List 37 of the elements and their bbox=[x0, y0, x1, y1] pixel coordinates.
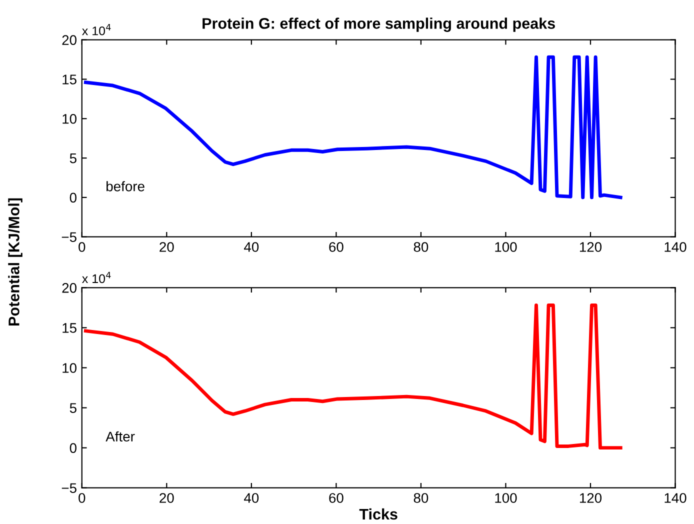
y-tick-label: −5 bbox=[62, 483, 76, 494]
line-series bbox=[84, 304, 622, 450]
x-tick-label: 80 bbox=[414, 242, 428, 252]
x-tick-label: 0 bbox=[78, 493, 86, 503]
x-tick-label: 60 bbox=[329, 242, 344, 252]
y-tick-label: 15 bbox=[62, 74, 76, 84]
y-tick-label: 0 bbox=[70, 192, 76, 203]
y-tick-label: 20 bbox=[62, 283, 76, 293]
y-tick-label: 15 bbox=[62, 323, 76, 333]
text: x 10$^{4}$ bbox=[82, 272, 111, 284]
y-tick-label: 0 bbox=[70, 443, 76, 453]
y-tick-label: 5 bbox=[70, 403, 76, 413]
text: x 10$^{4}$ bbox=[82, 24, 111, 36]
line-series bbox=[84, 55, 622, 200]
annotation: before bbox=[106, 181, 144, 192]
y-tick-label: 20 bbox=[62, 35, 76, 45]
y-tick-label: 10 bbox=[62, 363, 76, 373]
y-tick-label: 10 bbox=[62, 114, 76, 124]
x-tick-label: 40 bbox=[244, 493, 259, 503]
chart-title: Protein G: effect of more sampling around peaks bbox=[202, 18, 555, 32]
x-axis-title: Ticks bbox=[359, 508, 398, 520]
annotation: After bbox=[106, 431, 135, 442]
x-tick-label: 120 bbox=[580, 242, 602, 252]
x-tick-label: 140 bbox=[664, 493, 686, 503]
x-tick-label: 80 bbox=[414, 493, 428, 503]
x-tick-label: 40 bbox=[244, 242, 259, 252]
x-tick-label: 0 bbox=[78, 242, 86, 252]
x-tick-label: 20 bbox=[160, 242, 174, 252]
y-axis-title: Potential [KJ/Mol] bbox=[8, 198, 22, 326]
x-tick-label: 100 bbox=[495, 493, 517, 503]
x-tick-label: 20 bbox=[160, 493, 174, 503]
x-tick-label: 100 bbox=[495, 242, 517, 252]
x-tick-label: 120 bbox=[580, 493, 602, 503]
y-tick-label: −5 bbox=[62, 232, 76, 242]
x-tick-label: 60 bbox=[329, 493, 344, 503]
y-tick-label: 5 bbox=[70, 154, 76, 164]
x-tick-label: 140 bbox=[664, 242, 686, 252]
